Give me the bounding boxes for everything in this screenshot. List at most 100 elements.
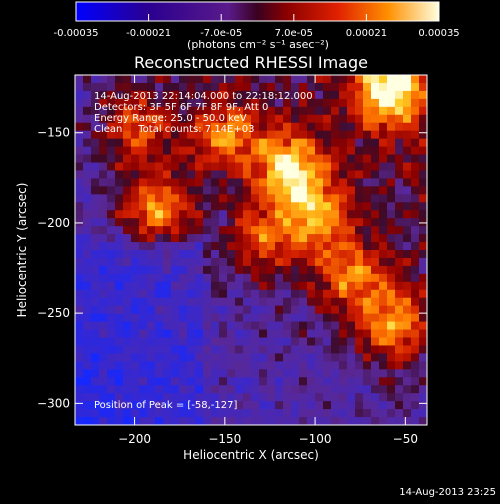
- heatmap-cell: [195, 377, 204, 386]
- heatmap-cell: [371, 273, 380, 283]
- heatmap-cell: [195, 250, 204, 259]
- heatmap-cell: [131, 210, 140, 219]
- heatmap-cell: [283, 130, 292, 140]
- heatmap-cell: [363, 313, 372, 322]
- heatmap-cell: [291, 361, 300, 370]
- heatmap-cell: [75, 146, 84, 155]
- heatmap-cell: [331, 202, 340, 211]
- heatmap-cell: [195, 281, 204, 291]
- heatmap-cell: [355, 361, 364, 370]
- heatmap-cell: [171, 114, 180, 124]
- heatmap-cell: [155, 250, 164, 259]
- heatmap-cell: [211, 170, 220, 179]
- heatmap-cell: [115, 162, 124, 171]
- heatmap-cell: [339, 194, 348, 203]
- heatmap-cell: [395, 329, 404, 338]
- heatmap-cell: [115, 122, 124, 132]
- heatmap-cell: [299, 273, 308, 283]
- heatmap-cell: [315, 202, 324, 211]
- heatmap-cell: [195, 305, 204, 315]
- heatmap-cell: [347, 250, 356, 259]
- heatmap-cell: [347, 385, 356, 394]
- heatmap-cell: [395, 257, 404, 267]
- heatmap-cell: [195, 82, 204, 92]
- heatmap-cell: [403, 130, 412, 140]
- heatmap-cell: [75, 250, 84, 259]
- heatmap-cell: [203, 178, 212, 187]
- heatmap-cell: [195, 138, 204, 147]
- peak-position-label: Position of Peak = [-58,-127]: [94, 400, 238, 411]
- heatmap-cell: [371, 361, 380, 370]
- heatmap-cell: [75, 369, 84, 378]
- heatmap-cell: [299, 377, 308, 386]
- heatmap-cell: [131, 361, 140, 370]
- heatmap-cell: [91, 393, 100, 402]
- heatmap-cell: [323, 234, 332, 243]
- heatmap-cell: [251, 393, 260, 402]
- heatmap-cell: [315, 226, 324, 235]
- heatmap-cell: [379, 122, 388, 132]
- x-tick-label: −150: [208, 432, 241, 446]
- heatmap-cell: [227, 377, 236, 386]
- heatmap-cell: [147, 377, 156, 386]
- heatmap-cell: [371, 385, 380, 394]
- heatmap-cell: [411, 106, 420, 116]
- heatmap-cell: [195, 162, 204, 171]
- heatmap-cell: [419, 265, 427, 275]
- heatmap-cell: [227, 98, 236, 108]
- heatmap-cell: [371, 305, 380, 315]
- heatmap-cell: [403, 98, 412, 108]
- heatmap-cell: [347, 138, 356, 147]
- heatmap-cell: [99, 194, 108, 203]
- heatmap-cell: [243, 138, 252, 147]
- heatmap-cell: [355, 265, 364, 275]
- heatmap-cell: [219, 321, 228, 330]
- heatmap-cell: [331, 313, 340, 322]
- heatmap-cell: [155, 178, 164, 187]
- heatmap-cell: [355, 289, 364, 299]
- heatmap-cell: [187, 138, 196, 147]
- heatmap-cell: [355, 321, 364, 330]
- heatmap-cell: [387, 194, 396, 203]
- heatmap-cell: [267, 162, 276, 171]
- heatmap-cell: [299, 234, 308, 243]
- heatmap-cell: [411, 90, 420, 100]
- heatmap-cell: [235, 377, 244, 386]
- heatmap-cell: [291, 194, 300, 203]
- heatmap-cell: [267, 289, 276, 299]
- heatmap-cell: [107, 186, 116, 195]
- heatmap-cell: [395, 162, 404, 171]
- heatmap-cell: [283, 202, 292, 211]
- heatmap-cell: [163, 345, 172, 354]
- heatmap-cell: [403, 417, 412, 425]
- heatmap-cell: [283, 257, 292, 267]
- heatmap-cell: [123, 281, 132, 291]
- heatmap-cell: [347, 409, 356, 418]
- heatmap-cell: [83, 75, 92, 84]
- heatmap-cell: [91, 353, 100, 362]
- heatmap-cell: [123, 98, 132, 108]
- heatmap-cell: [107, 146, 116, 155]
- heatmap-cell: [259, 210, 268, 219]
- heatmap-cell: [347, 313, 356, 322]
- heatmap-cell: [163, 273, 172, 283]
- heatmap-cell: [315, 130, 324, 140]
- heatmap-cell: [387, 353, 396, 362]
- heatmap-cell: [291, 265, 300, 275]
- heatmap-cell: [83, 202, 92, 211]
- heatmap-cell: [387, 250, 396, 259]
- heatmap-cell: [355, 82, 364, 92]
- heatmap-cell: [291, 417, 300, 425]
- heatmap-cell: [99, 393, 108, 402]
- heatmap-cell: [419, 82, 427, 92]
- heatmap-cell: [171, 305, 180, 315]
- heatmap-cell: [147, 337, 156, 346]
- heatmap-cell: [339, 138, 348, 147]
- heatmap-cell: [251, 138, 260, 147]
- heatmap-cell: [187, 226, 196, 235]
- heatmap-cell: [283, 377, 292, 386]
- heatmap-cell: [219, 329, 228, 338]
- heatmap-cell: [275, 385, 284, 394]
- heatmap-cell: [419, 98, 427, 108]
- heatmap-cell: [307, 385, 316, 394]
